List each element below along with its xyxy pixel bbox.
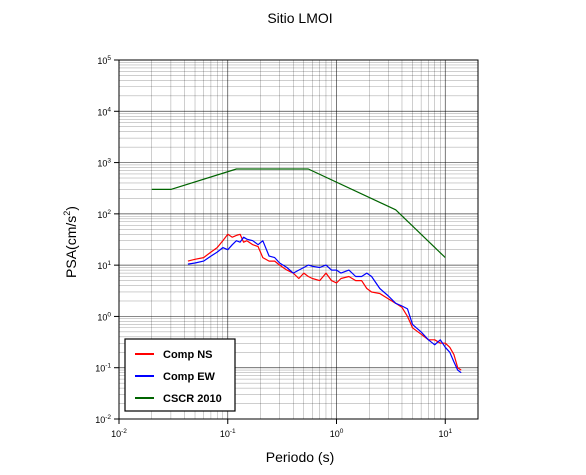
y-axis-title: PSA(cm/s2) <box>62 206 79 278</box>
x-tick-label: 10-2 <box>111 428 127 439</box>
y-axis-ticks: 10-2 10-1 100 101 102 103 104 105 <box>95 55 119 425</box>
y-axis-title-tail: ) <box>63 206 79 211</box>
grid-layer <box>118 59 479 420</box>
legend: Comp NS Comp EW CSCR 2010 <box>124 338 236 412</box>
y-axis-title-sup: 2 <box>62 211 72 216</box>
x-tick-label: 100 <box>330 428 344 439</box>
series-line-cscr-2010 <box>151 168 446 259</box>
series-line-comp-ns <box>187 233 462 371</box>
x-tick-label: 10-1 <box>220 428 236 439</box>
legend-label-comp-ew: Comp EW <box>163 371 216 383</box>
x-tick-label: 101 <box>438 428 452 439</box>
y-tick-label: 100 <box>97 311 111 322</box>
x-axis-ticks: 10-2 10-1 100 101 <box>111 419 452 439</box>
y-tick-label: 101 <box>97 260 111 271</box>
y-tick-label: 104 <box>97 106 111 117</box>
legend-label-comp-ns: Comp NS <box>163 349 213 361</box>
y-axis-title-base: PSA(cm/s <box>63 216 79 278</box>
series-layer <box>151 168 462 374</box>
y-tick-label: 105 <box>97 55 111 66</box>
y-tick-label: 103 <box>97 158 111 169</box>
y-tick-label: 10-2 <box>95 414 111 425</box>
y-tick-label: 102 <box>97 209 111 220</box>
y-tick-label: 10-1 <box>95 363 111 374</box>
chart-title: Sitio LMOI <box>267 10 332 26</box>
series-line-comp-ew <box>187 236 462 374</box>
legend-label-cscr-2010: CSCR 2010 <box>163 393 222 405</box>
x-axis-title: Periodo (s) <box>266 449 334 465</box>
plot-frame <box>118 59 479 420</box>
